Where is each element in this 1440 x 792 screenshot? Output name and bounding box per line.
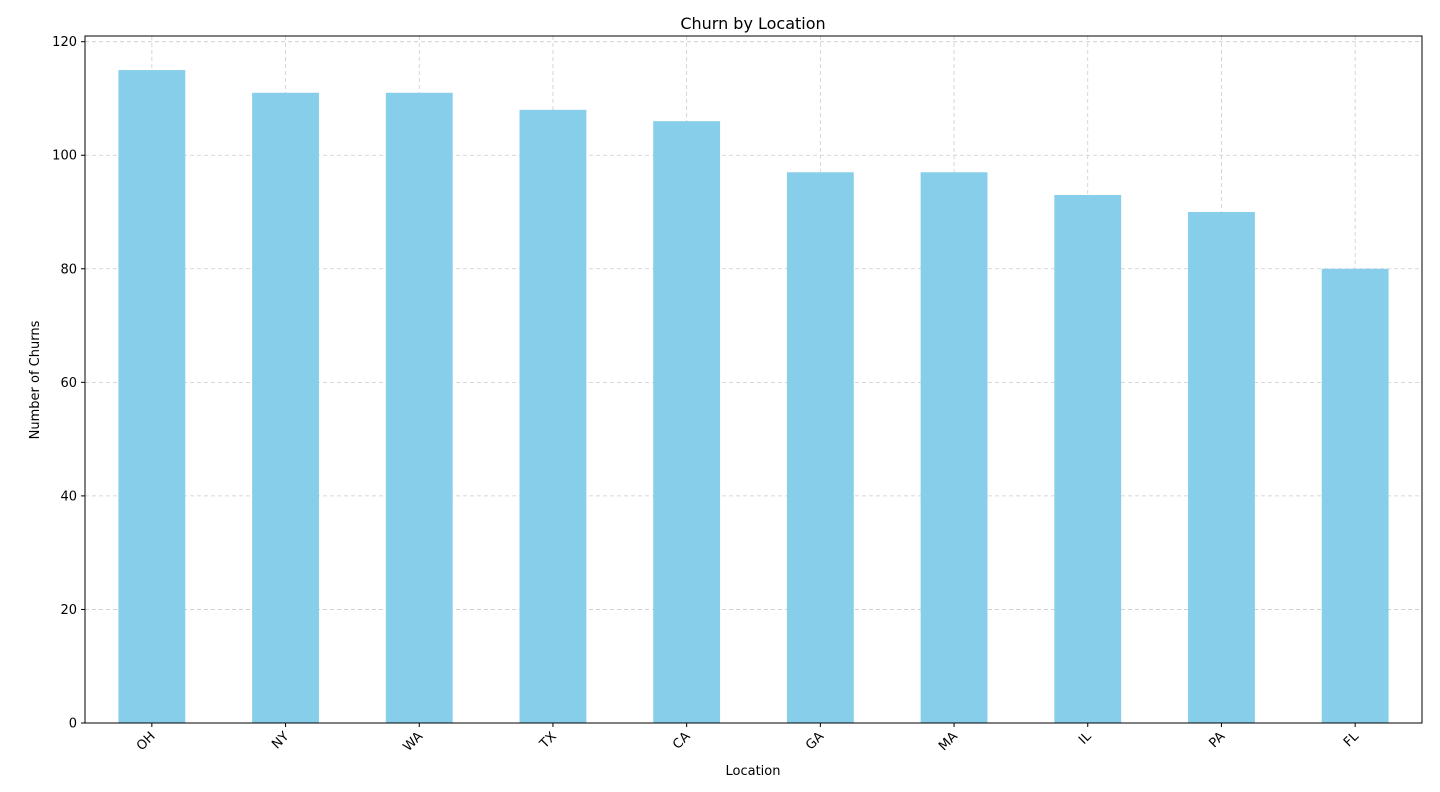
x-tick-label: CA <box>670 729 693 752</box>
x-axis-ticks: OH NY WA TX CA GA MA IL PA FL <box>134 723 1363 755</box>
x-tick-label: GA <box>803 729 827 753</box>
x-axis-label: Location <box>726 764 781 779</box>
x-tick-label: FL <box>1341 729 1363 751</box>
bar-ma <box>920 172 988 723</box>
bar-wa <box>385 92 453 724</box>
x-tick-label: IL <box>1076 729 1095 748</box>
bar-ca <box>653 121 721 724</box>
chart-title: Churn by Location <box>680 14 825 33</box>
x-tick-label: MA <box>936 729 961 754</box>
y-tick-label: 20 <box>60 603 77 618</box>
y-tick-label: 40 <box>60 489 77 504</box>
x-tick-label: WA <box>401 729 427 755</box>
bar-ny <box>252 92 319 724</box>
x-tick-label: PA <box>1206 729 1228 751</box>
bar-tx <box>519 109 587 723</box>
y-tick-label: 100 <box>52 149 77 164</box>
y-axis-ticks: 0 20 40 60 80 100 120 <box>52 35 85 732</box>
x-tick-label: NY <box>269 729 292 752</box>
y-tick-label: 120 <box>52 35 77 50</box>
bar-oh <box>118 70 186 724</box>
x-tick-label: OH <box>134 729 159 754</box>
x-tick-label: TX <box>537 729 560 752</box>
axes-frame <box>84 35 1423 724</box>
bar-fl <box>1321 268 1389 723</box>
y-axis-label: Number of Churns <box>28 320 43 439</box>
bar-il <box>1054 194 1122 723</box>
y-tick-label: 0 <box>69 717 77 732</box>
y-tick-label: 80 <box>60 262 77 277</box>
bars <box>118 70 1389 724</box>
bar-pa <box>1188 212 1255 723</box>
bar-ga <box>786 172 854 723</box>
y-tick-label: 60 <box>60 376 77 391</box>
